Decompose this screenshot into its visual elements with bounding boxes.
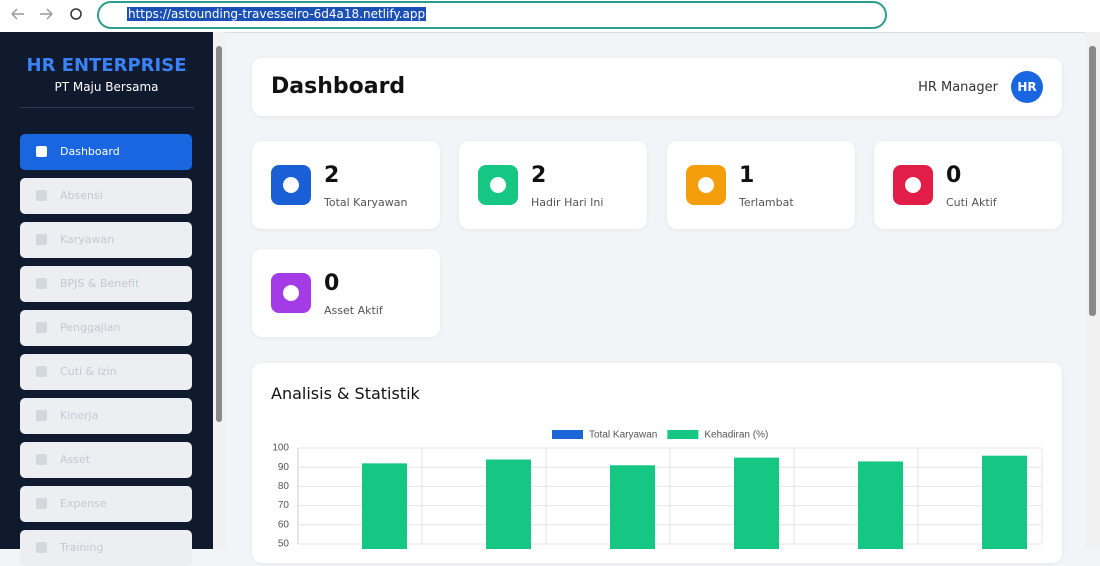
y-tick-label: 60 [278, 519, 290, 530]
stat-card: 2 Total Karyawan [252, 141, 440, 229]
menu-icon [36, 322, 47, 333]
header: Dashboard HR Manager HR [252, 58, 1062, 116]
bar [858, 461, 903, 549]
menu-icon [36, 542, 47, 553]
section-title: Analisis & Statistik [271, 384, 420, 403]
legend-label: Kehadiran (%) [704, 430, 768, 441]
nav-buttons[interactable] [10, 6, 90, 24]
stat-label: Asset Aktif [324, 304, 383, 317]
menu-item[interactable]: BPJS & Benefit [20, 266, 192, 302]
legend-label: Total Karyawan [589, 430, 657, 441]
chart: Total Karyawan Kehadiran (%) 50 60 70 80 90 100 [272, 430, 1043, 549]
stat-value: 0 [324, 271, 340, 296]
menu-icon [36, 190, 47, 201]
menu-icon [36, 278, 47, 289]
menu-icon [36, 454, 47, 465]
y-tick-label: 50 [278, 539, 290, 549]
url-text: https://astounding-travesseiro-6d4a18.ne… [127, 7, 427, 21]
bar [982, 455, 1027, 549]
legend-swatch [552, 430, 583, 439]
legend-swatch [667, 430, 699, 439]
stat-icon [271, 165, 311, 205]
menu-item[interactable]: Expense [20, 486, 192, 522]
stat-value: 2 [531, 163, 547, 188]
stat-icon [271, 273, 311, 313]
divider [19, 107, 194, 108]
icon-glyph [283, 285, 299, 301]
menu-icon [36, 498, 47, 509]
sidebar-scrollbar[interactable] [213, 32, 225, 549]
menu-icon [36, 410, 47, 421]
bar [734, 457, 779, 549]
icon-glyph [283, 177, 299, 193]
stat-label: Hadir Hari Ini [531, 196, 604, 209]
stat-card: 1 Terlambat [667, 141, 855, 229]
stat-card: 2 Hadir Hari Ini [459, 141, 647, 229]
menu-item[interactable]: Cuti & Izin [20, 354, 192, 390]
main-scrollbar[interactable] [1085, 32, 1100, 549]
company: PT Maju Bersama [54, 80, 159, 94]
menu-item[interactable]: Kinerja [20, 398, 192, 434]
user-name: HR Manager [918, 80, 998, 95]
y-tick-label: 80 [278, 481, 290, 492]
stat-value: 1 [739, 163, 755, 188]
icon-glyph [905, 177, 921, 193]
icon-glyph [490, 177, 506, 193]
menu-item[interactable]: Training [20, 530, 192, 566]
stat-icon [686, 165, 726, 205]
browser-bar: https://astounding-travesseiro-6d4a18.ne… [0, 0, 1100, 33]
icon-glyph [698, 177, 714, 193]
stat-card: 0 Asset Aktif [252, 249, 440, 337]
menu-item[interactable]: Penggajian [20, 310, 192, 346]
stat-value: 0 [946, 163, 962, 188]
stat-label: Terlambat [739, 196, 794, 209]
menu-item[interactable]: Absensi [20, 178, 192, 214]
menu-icon [36, 146, 47, 157]
stat-icon [478, 165, 518, 205]
url-field[interactable]: https://astounding-travesseiro-6d4a18.ne… [97, 1, 887, 29]
brand: HR ENTERPRISE [26, 55, 187, 76]
menu-item[interactable]: Dashboard [20, 134, 192, 170]
stat-icon [893, 165, 933, 205]
menu-icon [36, 366, 47, 377]
bar [486, 459, 531, 549]
stat-value: 2 [324, 163, 340, 188]
stat-label: Cuti Aktif [946, 196, 997, 209]
y-tick-label: 90 [278, 462, 290, 473]
stat-label: Total Karyawan [324, 196, 408, 209]
avatar[interactable]: HR [1011, 71, 1043, 103]
stat-card: 0 Cuti Aktif [874, 141, 1062, 229]
bar [362, 463, 407, 549]
bar [610, 465, 655, 549]
menu-icon [36, 234, 47, 245]
menu-item[interactable]: Karyawan [20, 222, 192, 258]
y-tick-label: 100 [272, 443, 289, 454]
sidebar: HR ENTERPRISE PT Maju Bersama Dashboard A… [0, 32, 213, 566]
page-title: Dashboard [271, 74, 406, 99]
menu-item[interactable]: Asset [20, 442, 192, 478]
y-tick-label: 70 [278, 500, 290, 511]
